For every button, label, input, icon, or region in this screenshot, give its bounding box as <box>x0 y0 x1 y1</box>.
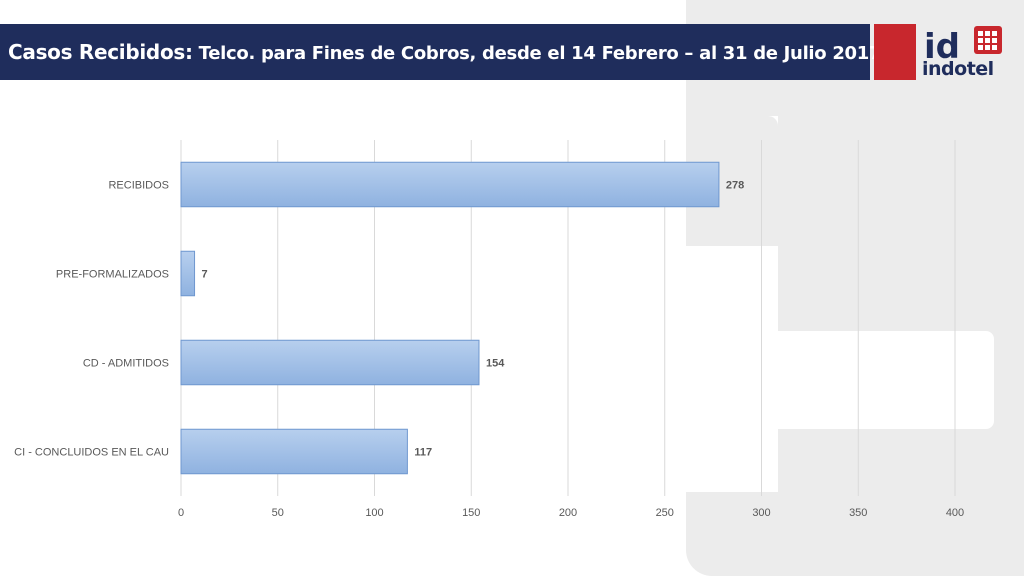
x-tick-label: 250 <box>656 507 674 519</box>
logo-red-block <box>874 24 916 80</box>
x-tick-label: 150 <box>462 507 480 519</box>
bar <box>180 250 196 297</box>
data-label: 117 <box>414 447 432 459</box>
logo-mark-text: id <box>924 27 960 67</box>
slide-title-rest: Telco. para Fines de Cobros, desde el 14… <box>192 43 882 64</box>
category-label: RECIBIDOS <box>108 180 169 192</box>
logo-mark: id <box>924 26 1002 67</box>
bars <box>180 161 720 475</box>
logo-name: indotel <box>922 58 994 80</box>
x-tick-label: 300 <box>752 507 770 519</box>
x-tick-label: 0 <box>178 507 184 519</box>
title-bar: Casos Recibidos: Telco. para Fines de Co… <box>0 24 882 80</box>
x-tick-label: 50 <box>272 507 284 519</box>
data-label: 7 <box>202 269 208 281</box>
x-tick-label: 200 <box>559 507 577 519</box>
category-label: CD - ADMITIDOS <box>83 358 169 370</box>
data-label: 278 <box>726 180 744 192</box>
x-tick-label: 400 <box>946 507 964 519</box>
slide-title-lead: Casos Recibidos: <box>8 40 193 64</box>
logo-dots-icon <box>978 31 997 50</box>
background-card <box>726 331 994 429</box>
x-tick-label: 350 <box>849 507 867 519</box>
bar <box>180 339 480 386</box>
bar <box>180 161 720 208</box>
data-label: 154 <box>486 358 505 370</box>
background-panel-bottom <box>686 492 778 576</box>
labels: 0 50 100 150 200 250 300 350 400 RECIBIDOS 278 PRE-… <box>14 180 964 520</box>
category-label: PRE-FORMALIZADOS <box>56 269 169 281</box>
category-label: CI - CONCLUIDOS EN EL CAU <box>14 447 169 459</box>
bar <box>180 428 408 475</box>
slide-title: Casos Recibidos: Telco. para Fines de Co… <box>8 40 882 64</box>
x-tick-label: 100 <box>365 507 383 519</box>
